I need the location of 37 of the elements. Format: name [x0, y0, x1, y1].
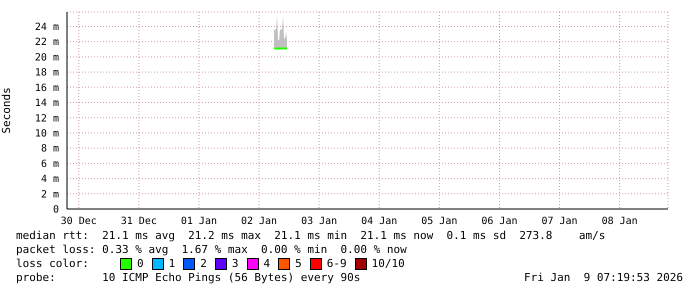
x-tick-label: 30 Dec: [60, 216, 97, 228]
x-tick-label: 05 Jan: [421, 216, 458, 228]
legend-label: 4: [264, 257, 270, 271]
x-tick-label: 07 Jan: [541, 216, 578, 228]
legend-label: 5: [295, 257, 302, 271]
x-tick-label: 31 Dec: [120, 216, 157, 228]
text: median rtt: 21.1 ms avg 21.2 ms max 21.1 ms min 21.1 ms now 0.1 ms sd 273.8 am/s: [16, 229, 606, 243]
y-tick-label: 4 m: [40, 174, 59, 186]
y-tick-label: 16 m: [34, 82, 59, 94]
y-axis-title: Seconds: [0, 87, 13, 134]
legend-label: 6-9: [326, 257, 347, 271]
y-tick-label: 12 m: [34, 113, 59, 124]
legend-label: 1: [168, 257, 176, 271]
y-tick-label: 0: [52, 204, 59, 216]
legend-label: 2: [200, 257, 207, 271]
x-tick-label: 08 Jan: [602, 216, 638, 228]
legend-label: 10/10: [372, 257, 405, 271]
y-tick-label: 24 m: [34, 22, 59, 33]
y-tick-label: 14 m: [34, 98, 59, 110]
x-tick-label: 04 Jan: [361, 216, 398, 228]
y-tick-label: 2 m: [40, 189, 59, 200]
y-tick-label: 22 m: [34, 37, 59, 48]
legend-title: loss color:: [16, 257, 90, 271]
x-tick-label: 02 Jan: [240, 216, 278, 228]
x-tick-label: 06 Jan: [481, 216, 518, 228]
y-tick-label: 8 m: [40, 144, 59, 155]
text: packet loss: 0.33 % avg 1.67 % max 0.00 % min 0.00 % now: [16, 243, 408, 257]
legend-label: 0: [137, 257, 144, 271]
x-tick-label: 01 Jan: [180, 216, 217, 228]
y-tick-label: 20 m: [34, 52, 59, 64]
text: probe: 10 ICMP Echo Pings (56 Bytes) every 90s: [16, 271, 360, 285]
x-tick-label: 03 Jan: [301, 216, 338, 228]
text: Fri Jan 9 07:19:53 2026: [524, 271, 683, 285]
y-tick-label: 6 m: [40, 158, 59, 170]
y-tick-label: 18 m: [34, 68, 59, 79]
y-tick-label: 10 m: [34, 128, 59, 140]
legend-label: 3: [232, 257, 238, 271]
